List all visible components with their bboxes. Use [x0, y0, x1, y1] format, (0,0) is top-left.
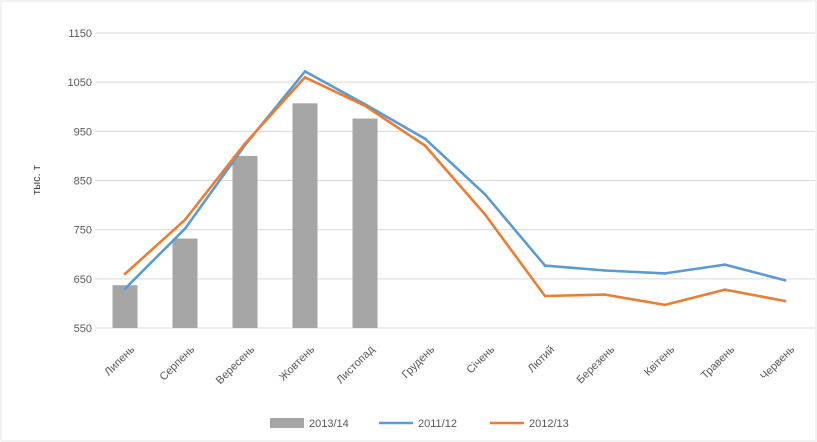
point-2011/12-Січень [483, 192, 487, 196]
point-2011/12-Березень [603, 269, 607, 272]
line-2011/12 [123, 70, 787, 290]
point-2011/12-Серпень [183, 227, 187, 230]
legend-swatch-2013/14 [270, 418, 304, 428]
point-2011/12-Жовтень [303, 70, 307, 73]
point-2011/12-Лютий [543, 264, 547, 267]
point-2012/13-Квітень [663, 303, 667, 307]
point-2012/13-Січень [483, 213, 487, 216]
line-series [123, 70, 787, 307]
point-2012/13-Лютий [543, 294, 547, 298]
legend-label-2011/12: 2011/12 [418, 418, 457, 430]
point-2012/13-Листопад [363, 104, 367, 108]
gridlines [95, 32, 815, 329]
bar-2013/14-Вересень [232, 155, 258, 328]
y-tick-label: 650 [74, 274, 92, 286]
point-2012/13-Серпень [183, 218, 187, 222]
y-axis-title: тыс. т [31, 165, 43, 195]
point-2012/13-Липень [123, 272, 127, 276]
y-tick-label: 1050 [68, 77, 92, 89]
point-2011/12-Квітень [663, 272, 667, 275]
legend-label-2012/13: 2012/13 [529, 418, 569, 430]
legend: 2013/14 2011/12 2012/13 [270, 418, 569, 430]
bar-series [112, 103, 378, 328]
point-2011/12-Липень [123, 287, 127, 290]
y-tick-label: 1150 [68, 28, 92, 40]
point-2012/13-Березень [603, 293, 607, 296]
point-2012/13-Жовтень [303, 75, 307, 79]
point-2011/12-Червень [783, 279, 787, 282]
y-tick-label: 950 [74, 126, 92, 138]
point-2012/13-Травень [723, 288, 727, 291]
y-tick-label: 850 [74, 176, 92, 188]
bar-2013/14-Жовтень [292, 103, 318, 328]
y-axis-ticks: 550 650 750 850 950 1050 1150 [68, 28, 92, 335]
point-2012/13-Грудень [423, 144, 427, 147]
bar-2013/14-Серпень [172, 238, 198, 328]
point-2011/12-Травень [723, 263, 727, 266]
bar-2013/14-Липень [112, 285, 138, 328]
point-2011/12-Грудень [423, 137, 427, 141]
line-2012/13 [123, 76, 787, 307]
point-2012/13-Червень [783, 299, 787, 303]
y-tick-label: 550 [74, 323, 92, 335]
y-tick-label: 750 [74, 225, 92, 237]
bar-2013/14-Листопад [352, 118, 378, 328]
point-2012/13-Вересень [243, 142, 247, 145]
legend-label-2013/14: 2013/14 [309, 418, 349, 430]
